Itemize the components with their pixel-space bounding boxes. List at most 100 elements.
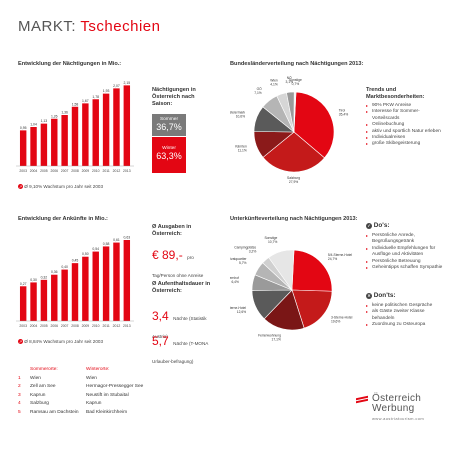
dos-item: Persönliche Anrede, Begrüßungsgetränk xyxy=(366,233,446,246)
overnights-x-tick-label: 2004 xyxy=(30,169,38,173)
table-row: 4 Salzburg Kaprun xyxy=(18,400,208,409)
arrivals-data-label: 0,50 xyxy=(82,252,89,256)
overnights-x-tick-label: 2008 xyxy=(71,169,79,173)
table-row: 2 Zell am See Hermagor-Pressegger See xyxy=(18,383,208,392)
overnights-bar xyxy=(30,127,37,166)
state-slice-label: Sonstige xyxy=(289,78,302,82)
overnights-data-label: 1,04 xyxy=(30,123,37,127)
state-slice-value: 3,1% xyxy=(285,80,293,84)
accommodation-slice xyxy=(291,249,333,292)
arrivals-x-tick-label: 2012 xyxy=(113,324,121,328)
accommodation-slice-value: 19,6% xyxy=(331,319,340,323)
winter-label: Winter xyxy=(162,146,176,151)
state-slice xyxy=(262,131,325,173)
overnights-x-tick-label: 2009 xyxy=(82,169,90,173)
winter-place: Neustift im Stubaital xyxy=(86,392,129,398)
state-slice-label: Salzburg xyxy=(287,176,300,180)
spending-title: Ø Ausgaben in Österreich: xyxy=(152,224,192,237)
overnights-x-tick-label: 2007 xyxy=(61,169,69,173)
winter-place: Hermagor-Pressegger See xyxy=(86,384,144,389)
accommodation-slice xyxy=(268,249,295,291)
winter-value: 63,3% xyxy=(156,151,182,161)
donts-list: keine politischen Gesprächeals Gäste zwe… xyxy=(366,303,446,329)
overnights-data-label: 1,78 xyxy=(92,95,99,99)
arrivals-bar xyxy=(19,286,27,321)
overnights-data-label: 2,07 xyxy=(113,84,120,88)
state-slice-value: 4,1% xyxy=(270,83,278,87)
winter-place: Kaprun xyxy=(86,401,102,406)
arrivals-bar xyxy=(102,246,110,321)
accommodation-slice-value: 10,7% xyxy=(268,240,277,244)
overnights-bar xyxy=(102,93,110,166)
summer-value: 36,7% xyxy=(156,122,182,132)
state-slice-label: Wien xyxy=(270,79,278,83)
accommodation-slice-value: 3,2% xyxy=(249,250,257,254)
state-slice-label: Steiermark xyxy=(230,110,245,114)
logo-url: www.austriatourism.com xyxy=(372,416,425,421)
overnights-x-tick-label: 2006 xyxy=(50,169,58,173)
donts-item: Zuordnung zu Osteuropa xyxy=(366,322,446,329)
accommodation-slice xyxy=(263,289,305,331)
dos-title-text: Do's: xyxy=(373,222,390,229)
overnights-data-label: 1,26 xyxy=(51,114,58,118)
arrivals-x-tick-label: 2003 xyxy=(19,324,27,328)
arrivals-x-tick-label: 2004 xyxy=(30,324,38,328)
arrivals-data-label: 0,58 xyxy=(103,242,110,246)
overnights-bar xyxy=(92,99,99,166)
summer-label: Sommer xyxy=(159,117,179,122)
rank-cell: 5 xyxy=(18,409,21,415)
state-slice-value: 7,1% xyxy=(254,91,262,95)
accommodation-slice-label: Bauernhof xyxy=(230,276,239,280)
arrivals-x-tick-label: 2008 xyxy=(71,324,79,328)
dos-item: Individuelle Empfehlungen für Ausflüge u… xyxy=(366,246,446,259)
overnights-data-label: 2,15 xyxy=(124,81,131,85)
spending-value: € 89,- xyxy=(152,248,183,262)
winter-box: Winter 63,3% xyxy=(152,137,186,173)
arrivals-data-label: 0,27 xyxy=(20,282,27,286)
arrivals-bar xyxy=(92,251,99,321)
rank-cell: 3 xyxy=(18,392,21,398)
dos-item: Geheimtipps schaffen Sympathie xyxy=(366,265,446,272)
arrivals-data-label: 0,36 xyxy=(51,270,58,274)
arrivals-bar xyxy=(113,242,120,321)
donts-title-text: Don'ts: xyxy=(373,292,396,299)
growth-arrow-icon: ↗ xyxy=(18,339,23,345)
overnights-x-tick-label: 2010 xyxy=(92,169,100,173)
arrivals-x-tick-label: 2005 xyxy=(40,324,48,328)
arrivals-bar xyxy=(71,263,79,321)
summer-place: Salzburg xyxy=(30,401,49,406)
spending-block: € 89,- pro Tag/Person ohne Anreise xyxy=(152,246,218,282)
state-slice-label: Tirol xyxy=(339,109,346,113)
title-market: Tschechien xyxy=(80,18,161,35)
overnights-x-tick-label: 2005 xyxy=(40,169,48,173)
arrivals-data-label: 0,54 xyxy=(92,247,99,251)
arrivals-bar xyxy=(30,282,37,321)
logo-line2: Werbung xyxy=(372,403,415,414)
spending-note: pro Tag/Person ohne Anreise xyxy=(152,255,204,278)
season-title: Nächtigungen in Österreich nach Saison: xyxy=(152,87,196,107)
state-slice-value: 10,6% xyxy=(236,114,245,118)
overnights-x-tick-label: 2013 xyxy=(123,169,131,173)
dos-list: Persönliche Anrede, BegrüßungsgetränkInd… xyxy=(366,233,446,272)
overnights-data-label: 0,95 xyxy=(20,126,27,130)
arrivals-x-tick-label: 2010 xyxy=(92,324,100,328)
overnights-data-label: 1,13 xyxy=(41,119,48,123)
overnights-data-label: 1,93 xyxy=(103,89,110,93)
state-slice xyxy=(293,91,335,159)
page-title: MARKT: Tschechien xyxy=(18,18,160,35)
trend-item: Interesse für Sommer-Vorteilscards xyxy=(366,109,446,122)
arrivals-chart-title: Entwicklung der Ankünfte in Mio.: xyxy=(18,216,108,222)
state-pie-title: Bundesländerverteilung nach Nächtigungen… xyxy=(230,61,364,67)
thumbs-down-icon: ✕ xyxy=(366,292,372,299)
accommodation-pie-title: Unterkünfteverteilung nach Nächtigungen … xyxy=(230,216,358,222)
arrivals-data-label: 0,40 xyxy=(61,265,68,269)
title-prefix: MARKT: xyxy=(18,18,77,35)
stay-note-1: Nächte (Statistik Austria) xyxy=(152,316,207,339)
overnights-x-tick-label: 2012 xyxy=(113,169,121,173)
growth-arrow-icon: ↗ xyxy=(18,184,23,190)
overnights-bar xyxy=(82,103,89,166)
summer-box: Sommer 36,7% xyxy=(152,114,186,136)
accommodation-slice-label: Sonstige xyxy=(264,236,277,240)
stay-title: Ø Aufenthaltsdauer in Österreich: xyxy=(152,281,211,294)
accommodation-slice-label: Privatquartier xyxy=(230,257,247,261)
